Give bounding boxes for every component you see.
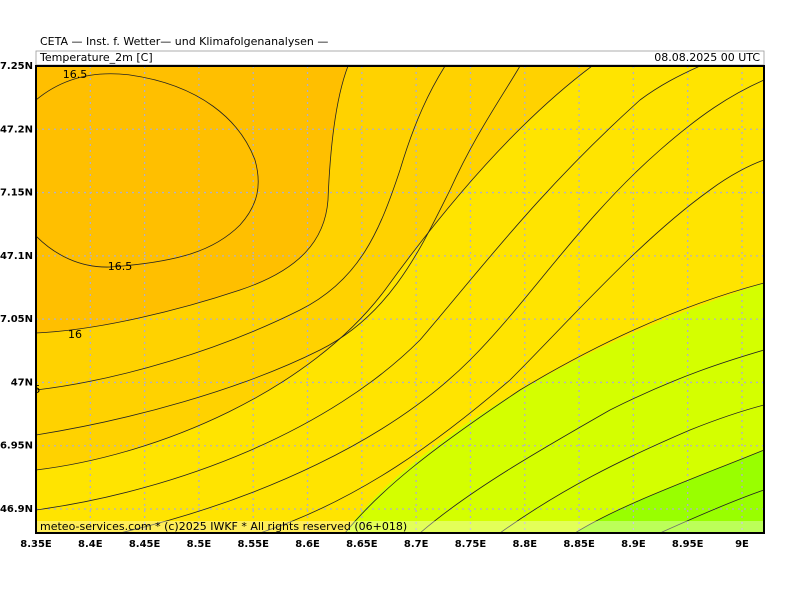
title: CETA — Inst. f. Wetter— und Klimafolgena… <box>40 35 328 48</box>
y-tick-label: 6.95N <box>0 441 33 452</box>
contour-label: 16 <box>68 328 82 341</box>
y-tick-label: 7.05N <box>0 314 33 325</box>
credit-band <box>36 521 764 533</box>
contour-label: 5 <box>34 383 41 396</box>
x-tick-label: 8.35E <box>20 539 52 550</box>
x-tick-label: 8.6E <box>295 539 320 550</box>
y-tick-label: 47.1N <box>0 251 33 262</box>
y-tick-label: 47N <box>11 377 33 388</box>
fill-green <box>575 450 764 533</box>
contour-label: 16.5 <box>108 260 133 273</box>
x-tick-label: 8.8E <box>512 539 537 550</box>
x-tick-label: 8.55E <box>237 539 269 550</box>
x-tick-label: 9E <box>735 539 749 550</box>
x-tick-label: 8.9E <box>621 539 646 550</box>
x-tick-label: 8.95E <box>672 539 704 550</box>
x-tick-label: 8.7E <box>404 539 429 550</box>
y-tick-label: 7.25N <box>0 61 33 72</box>
x-tick-label: 8.45E <box>129 539 161 550</box>
fill-warm <box>36 66 348 333</box>
y-tick-label: 47.2N <box>0 124 33 135</box>
x-tick-label: 8.5E <box>187 539 212 550</box>
x-tick-label: 8.4E <box>78 539 103 550</box>
y-tick-label: 46.9N <box>0 504 33 515</box>
credit: meteo-services.com * (c)2025 IWKF * All … <box>40 520 407 533</box>
x-tick-label: 8.85E <box>563 539 595 550</box>
x-tick-label: 8.65E <box>346 539 378 550</box>
plot-frame <box>35 65 765 534</box>
plot: 16.5 16.5 16 5 meteo-services.com * (c)2025… <box>34 66 764 533</box>
x-tick-label: 8.75E <box>455 539 487 550</box>
y-tick-label: 7.15N <box>0 188 33 199</box>
contour-label: 16.5 <box>63 68 88 81</box>
valid-time: 08.08.2025 00 UTC <box>654 51 760 64</box>
fill-lime <box>345 283 764 533</box>
variable: Temperature_2m [C] <box>39 51 153 64</box>
contours: 16.5 16.5 16 5 <box>34 66 764 533</box>
